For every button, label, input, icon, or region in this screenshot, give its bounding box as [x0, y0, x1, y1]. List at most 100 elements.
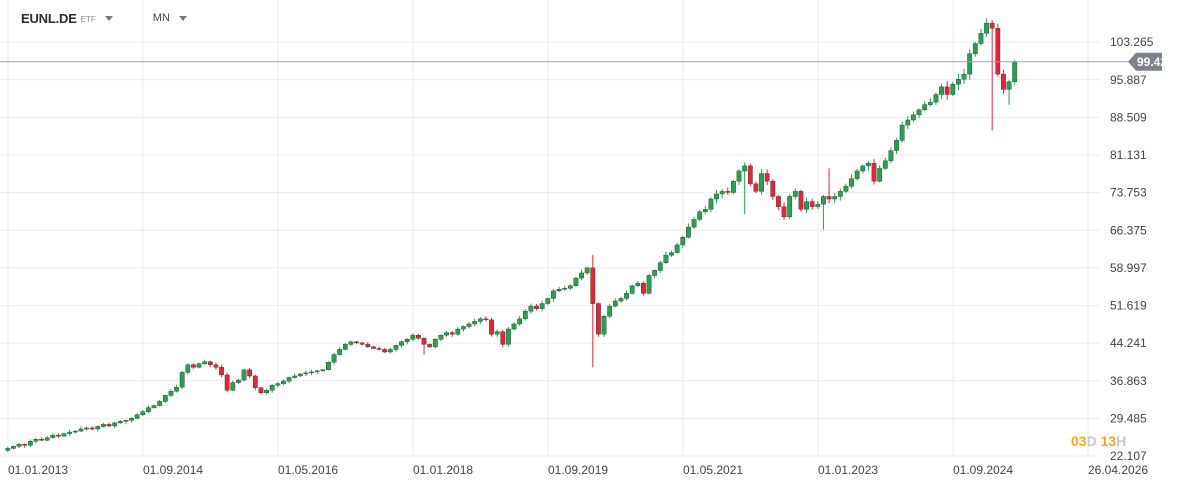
interval-selector[interactable]: MN: [153, 12, 187, 24]
candle-body-up: [404, 339, 410, 343]
candle: [573, 276, 579, 287]
candle: [804, 197, 809, 213]
candle-body-up: [331, 354, 337, 363]
interval-label: MN: [152, 12, 170, 24]
candle: [84, 426, 89, 431]
candle-body-up: [522, 311, 528, 320]
candle-body-up: [320, 369, 326, 372]
candle: [854, 168, 860, 181]
candle: [821, 195, 826, 230]
candle: [16, 442, 22, 448]
candle: [871, 159, 877, 185]
y-tick-label: 44.241: [1110, 336, 1147, 350]
candle-body-up: [984, 22, 989, 34]
chart-grid: [0, 0, 1100, 457]
candle: [972, 41, 978, 57]
candle-body-down: [809, 201, 815, 207]
candle-body-down: [776, 196, 781, 207]
symbol-name: EUNL.DE: [21, 10, 77, 26]
candle-body-up: [393, 345, 399, 350]
candle-body-up: [44, 437, 50, 441]
candle: [134, 413, 140, 420]
last-price-line-group: 99.420: [0, 52, 1174, 71]
candle: [258, 387, 264, 395]
candle: [579, 269, 584, 281]
candle-body-down: [747, 165, 753, 184]
candle-body-up: [618, 298, 624, 302]
candle-body-up: [134, 414, 140, 419]
x-tick-label: 26.04.2026: [1088, 463, 1148, 477]
candle: [326, 361, 331, 371]
candle-body-down: [22, 444, 28, 446]
candle: [584, 266, 590, 275]
candle: [168, 389, 174, 398]
candle: [157, 399, 163, 407]
candle: [117, 420, 123, 425]
candle-body-up: [916, 109, 922, 116]
candle: [534, 304, 539, 311]
candle-body-up: [146, 407, 151, 412]
candle: [652, 269, 658, 279]
candle: [539, 300, 545, 312]
candle-body-up: [72, 430, 78, 433]
candle-body-down: [871, 163, 877, 182]
candle: [387, 347, 393, 354]
candle: [236, 378, 241, 384]
candle-body-up: [1006, 81, 1012, 90]
candle: [129, 417, 134, 423]
candle-body-up: [612, 300, 618, 307]
x-tick-label: 01.01.2023: [818, 463, 878, 477]
candle-body-up: [399, 341, 404, 346]
candle-body-up: [84, 427, 89, 430]
candle-body-up: [927, 101, 933, 105]
candle: [162, 394, 168, 403]
candle: [241, 368, 247, 382]
candle-body-up: [562, 288, 568, 290]
candle-body-up: [281, 380, 286, 384]
candle-body-up: [455, 328, 461, 335]
candle: [781, 202, 787, 220]
candle: [725, 187, 731, 195]
candle: [382, 348, 388, 353]
candle: [191, 363, 196, 369]
candle: [185, 363, 191, 375]
candle-body-down: [753, 183, 759, 192]
candle-body-up: [691, 219, 697, 228]
candle-body-down: [252, 375, 258, 388]
candle: [657, 260, 663, 273]
candle: [646, 273, 652, 295]
candle: [269, 384, 275, 393]
candle: [995, 23, 1001, 77]
candle-body-down: [89, 427, 95, 430]
symbol-selector[interactable]: EUNL.DE ETF: [21, 11, 113, 26]
last-price-label: 99.420: [1137, 55, 1174, 69]
candle: [787, 194, 793, 220]
candle-body-up: [303, 372, 309, 375]
candle-body-down: [106, 424, 112, 427]
candle-body-up: [444, 332, 449, 336]
candle: [860, 164, 866, 174]
candle: [618, 296, 624, 303]
candle-body-up: [832, 196, 838, 200]
candle: [663, 251, 669, 265]
candle-body-up: [933, 94, 939, 103]
candle: [303, 370, 309, 376]
candle: [967, 49, 973, 80]
candle: [927, 98, 933, 107]
candle-body-up: [939, 86, 944, 95]
candle: [393, 344, 399, 352]
candle-body-up: [438, 334, 444, 340]
candle-body-down: [376, 348, 382, 350]
candle: [916, 108, 922, 119]
chevron-down-icon: [178, 15, 187, 21]
candle-body-up: [292, 375, 298, 378]
candle-body-down: [247, 369, 253, 377]
y-axis: 103.265 95.887 88.509 81.131 73.753 66.375 58.…: [1110, 35, 1154, 463]
candle: [354, 340, 359, 345]
candle: [522, 308, 528, 321]
countdown-hours-value: 13: [1100, 433, 1117, 449]
candle: [466, 321, 472, 329]
candle: [399, 340, 404, 348]
candle: [601, 314, 607, 337]
